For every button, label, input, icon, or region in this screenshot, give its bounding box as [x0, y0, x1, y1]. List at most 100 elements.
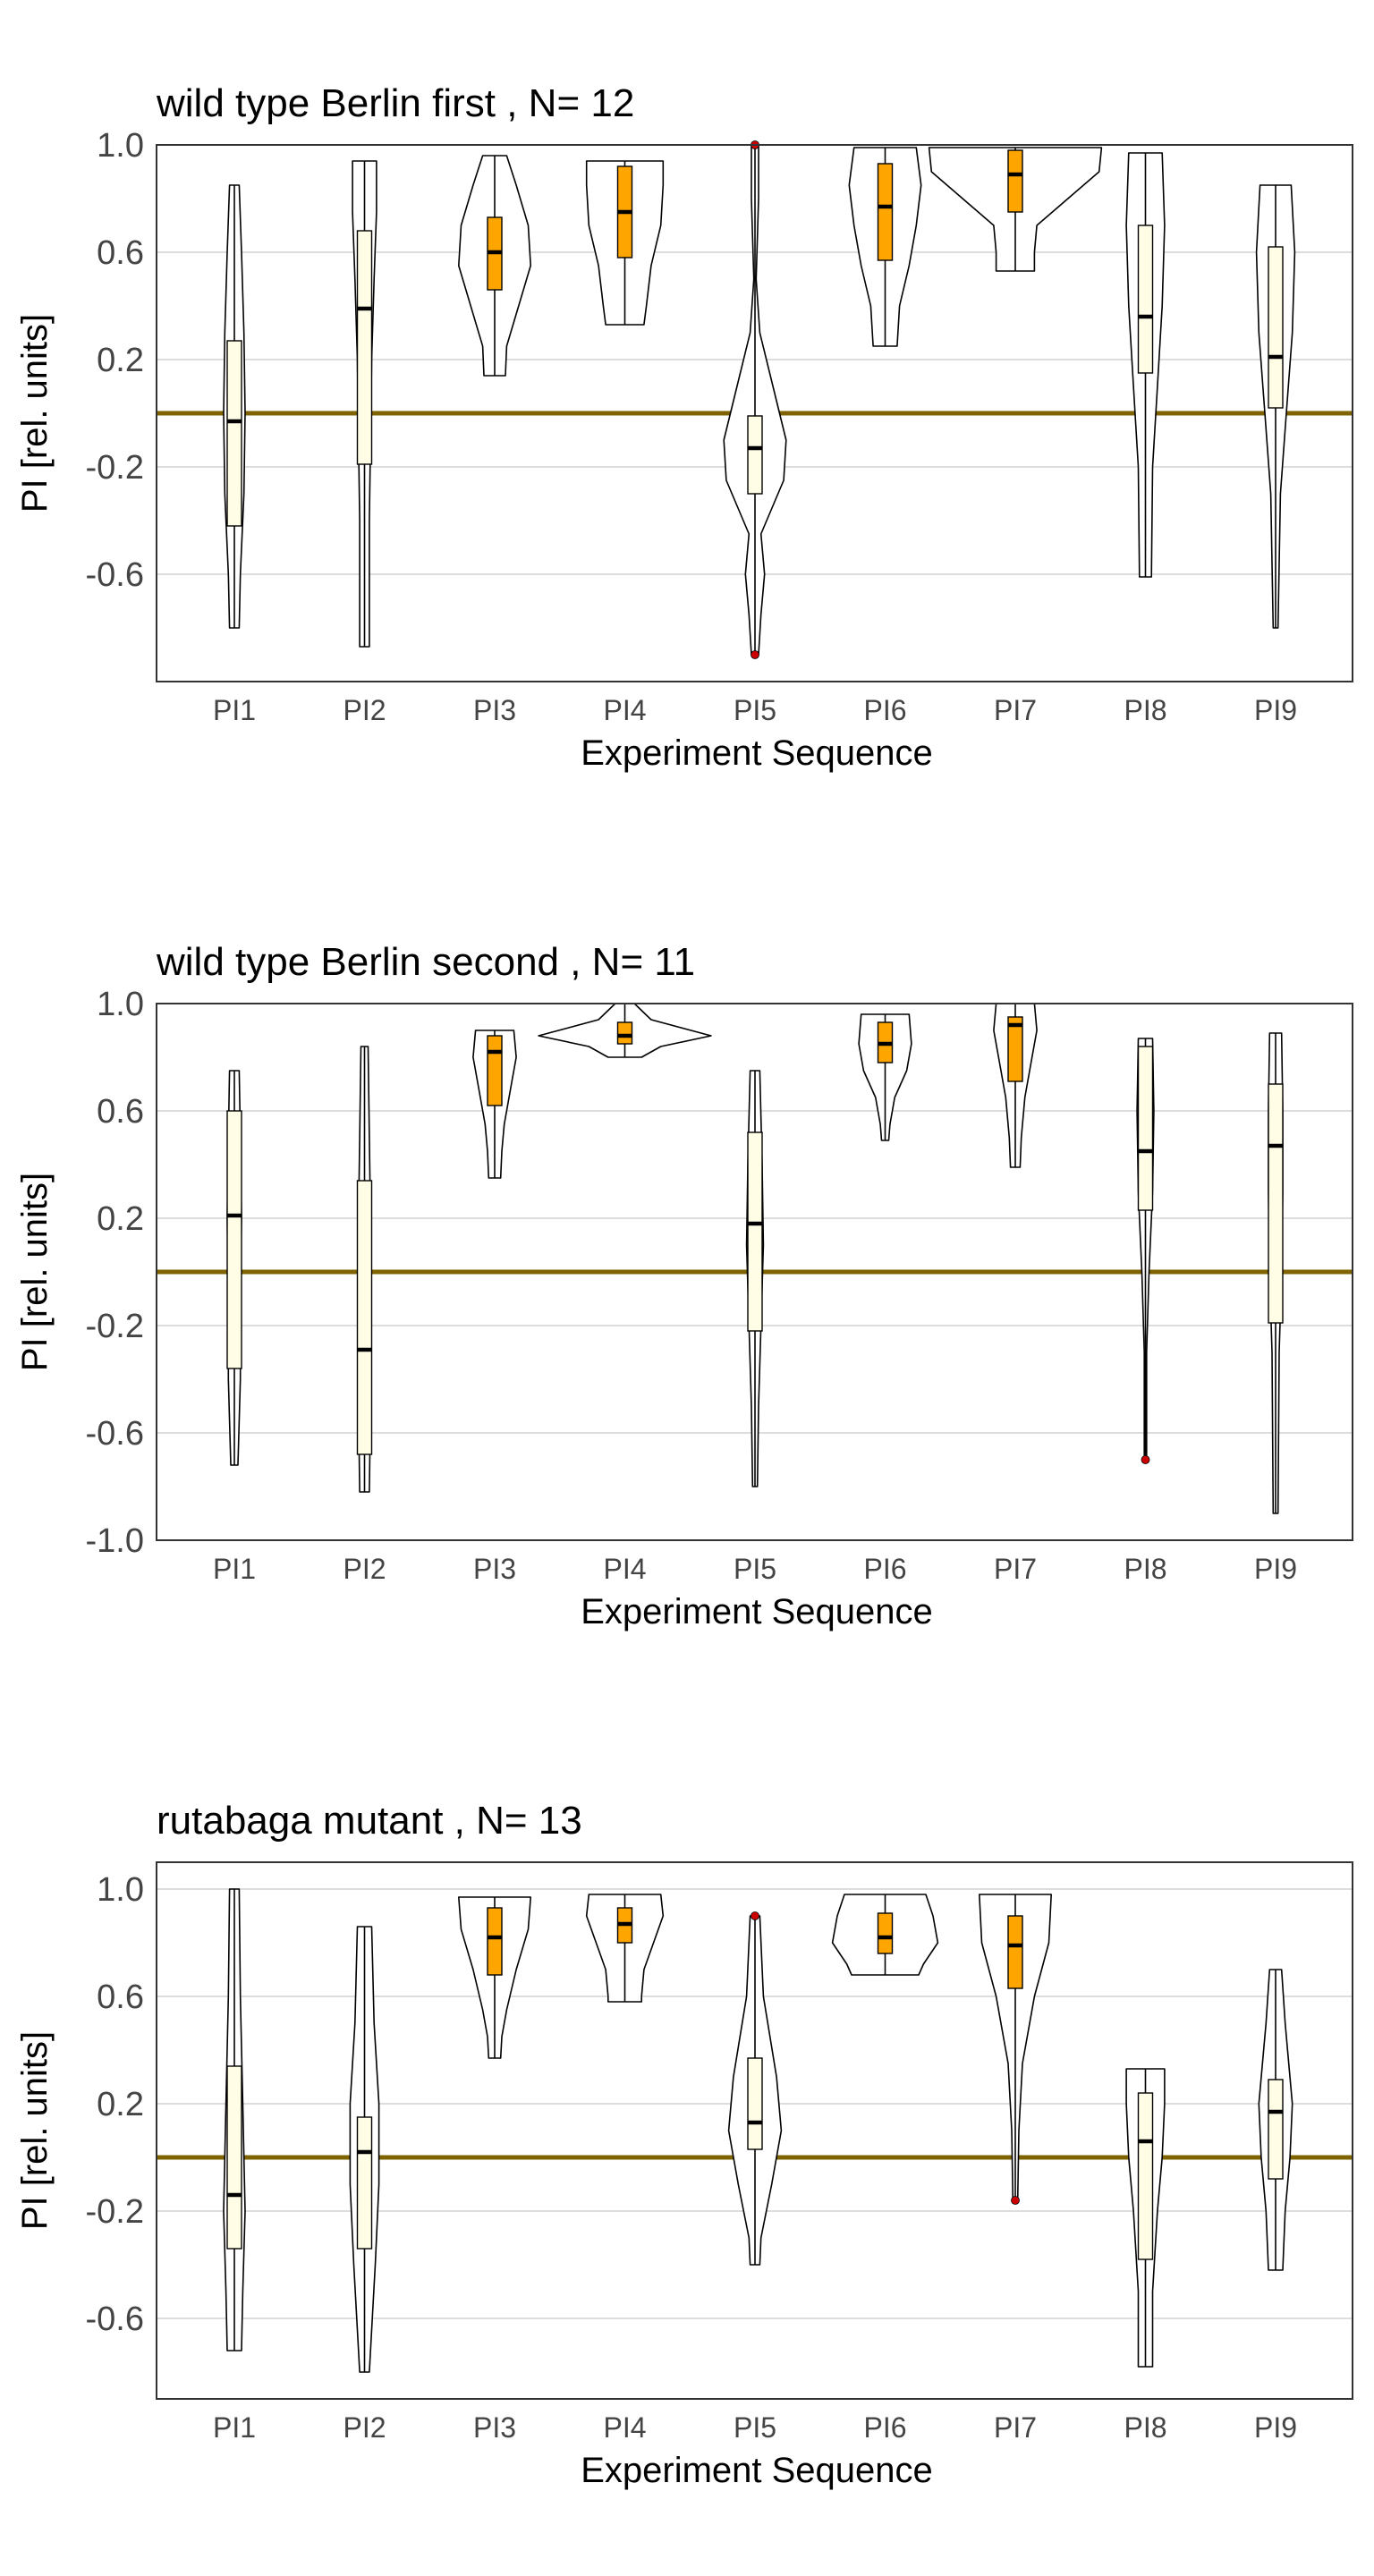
- x-axis-label: Experiment Sequence: [581, 2451, 933, 2490]
- y-tick-label: 1.0: [97, 127, 144, 165]
- iqr-box: [616, 1021, 633, 1045]
- chart-title: wild type Berlin second , N= 11: [156, 940, 695, 984]
- plot-frame: [156, 1861, 1353, 2400]
- violin-pi1: [226, 1070, 242, 1466]
- x-tick-label: PI3: [473, 2411, 516, 2444]
- iqr-box: [226, 1110, 242, 1369]
- y-tick-label: -0.6: [86, 1415, 144, 1453]
- violin-pi4: [585, 1894, 665, 2003]
- y-axis-label: PI [rel. units]: [15, 2031, 55, 2230]
- iqr-box: [747, 415, 763, 495]
- violin-pi5: [727, 1911, 783, 2266]
- iqr-box: [356, 2116, 373, 2250]
- violin-pi9: [1255, 184, 1296, 629]
- iqr-box: [877, 1912, 894, 1954]
- violin-pi6: [858, 1013, 912, 1141]
- x-tick-label: PI7: [994, 694, 1037, 726]
- violin-pi7: [979, 1894, 1052, 2205]
- x-tick-label: PI6: [863, 694, 906, 726]
- outlier-point: [751, 1911, 759, 1920]
- y-tick-label: -1.0: [86, 1522, 144, 1560]
- x-tick-label: PI1: [213, 1553, 256, 1585]
- x-tick-label: PI1: [213, 694, 256, 726]
- violin-pi3: [472, 1030, 517, 1179]
- x-tick-label: PI1: [213, 2411, 256, 2444]
- iqr-box: [487, 1907, 503, 1976]
- x-tick-label: PI3: [473, 694, 516, 726]
- x-tick-label: PI9: [1254, 1553, 1297, 1585]
- violin-pi1: [223, 1888, 246, 2351]
- violin-pi1: [223, 184, 246, 629]
- x-tick-label: PI2: [343, 2411, 386, 2444]
- iqr-box: [747, 1131, 763, 1332]
- chart-title: rutabaga mutant , N= 13: [157, 1799, 582, 1843]
- x-tick-label: PI8: [1124, 1553, 1166, 1585]
- violin-pi2: [356, 1046, 373, 1493]
- y-tick-label: 0.2: [97, 1200, 144, 1238]
- iqr-box: [1268, 1083, 1284, 1324]
- outlier-point: [1011, 2196, 1020, 2205]
- iqr-box: [356, 1180, 373, 1455]
- x-tick-label: PI7: [994, 1553, 1037, 1585]
- iqr-box: [1137, 2092, 1154, 2260]
- x-axis-label: Experiment Sequence: [581, 1592, 933, 1631]
- x-tick-label: PI5: [734, 2411, 776, 2444]
- iqr-box: [747, 2057, 763, 2150]
- x-tick-label: PI9: [1254, 694, 1297, 726]
- y-tick-label: -0.2: [86, 449, 144, 487]
- x-tick-label: PI8: [1124, 2411, 1166, 2444]
- chart-title: wild type Berlin first , N= 12: [156, 81, 634, 125]
- iqr-box: [226, 2065, 242, 2250]
- y-tick-label: 1.0: [97, 986, 144, 1023]
- y-tick-label: 0.2: [97, 342, 144, 379]
- violin-pi3: [457, 155, 531, 377]
- iqr-box: [1268, 2079, 1284, 2180]
- violin-pi5: [723, 140, 787, 659]
- iqr-box: [226, 340, 242, 527]
- iqr-box: [877, 163, 894, 261]
- violin-pi9: [1268, 1032, 1284, 1514]
- chart-rutabaga-mutant: rutabaga mutant , N= 13 1.0 0.6 0.2 -0.2 -0.…: [15, 1799, 1353, 2490]
- x-tick-label: PI4: [603, 694, 646, 726]
- x-tick-label: PI8: [1124, 694, 1166, 726]
- iqr-box: [1137, 1046, 1154, 1211]
- violin-pi2: [352, 160, 377, 648]
- iqr-box: [356, 230, 373, 465]
- violin-pi8: [1136, 1038, 1155, 1464]
- violin-pi9: [1258, 1969, 1293, 2271]
- chart-wild-type-berlin-first: wild type Berlin first , N= 12 1.0 0.6 0.2…: [15, 81, 1353, 773]
- x-axis-label: Experiment Sequence: [581, 733, 933, 773]
- outlier-point: [751, 650, 759, 659]
- x-tick-label: PI7: [994, 2411, 1037, 2444]
- outlier-point: [1141, 1455, 1150, 1464]
- y-axis-label: PI [rel. units]: [15, 314, 55, 513]
- plot-frame: [156, 1003, 1353, 1541]
- iqr-box: [1007, 1016, 1023, 1082]
- y-tick-label: 0.6: [97, 234, 144, 272]
- x-tick-label: PI4: [603, 2411, 646, 2444]
- y-tick-label: 0.6: [97, 1093, 144, 1131]
- x-tick-label: PI6: [863, 2411, 906, 2444]
- y-tick-label: 0.2: [97, 2086, 144, 2123]
- plot-frame: [156, 144, 1353, 682]
- x-tick-label: PI2: [343, 694, 386, 726]
- violin-pi2: [349, 1926, 380, 2373]
- x-tick-label: PI6: [863, 1553, 906, 1585]
- x-tick-label: PI5: [734, 694, 776, 726]
- iqr-box: [487, 1035, 503, 1106]
- y-tick-label: -0.6: [86, 556, 144, 594]
- x-tick-label: PI5: [734, 1553, 776, 1585]
- violin-pi5: [745, 1070, 765, 1487]
- violin-pi4: [585, 160, 665, 326]
- y-tick-label: -0.6: [86, 2301, 144, 2338]
- iqr-box: [1007, 149, 1023, 213]
- violin-pi8: [1125, 2068, 1166, 2368]
- iqr-box: [1007, 1915, 1023, 1989]
- x-tick-label: PI9: [1254, 2411, 1297, 2444]
- y-tick-label: -0.2: [86, 2193, 144, 2231]
- iqr-box: [1137, 225, 1154, 374]
- x-tick-label: PI4: [603, 1553, 646, 1585]
- violin-pi6: [848, 147, 922, 347]
- y-tick-label: -0.2: [86, 1308, 144, 1345]
